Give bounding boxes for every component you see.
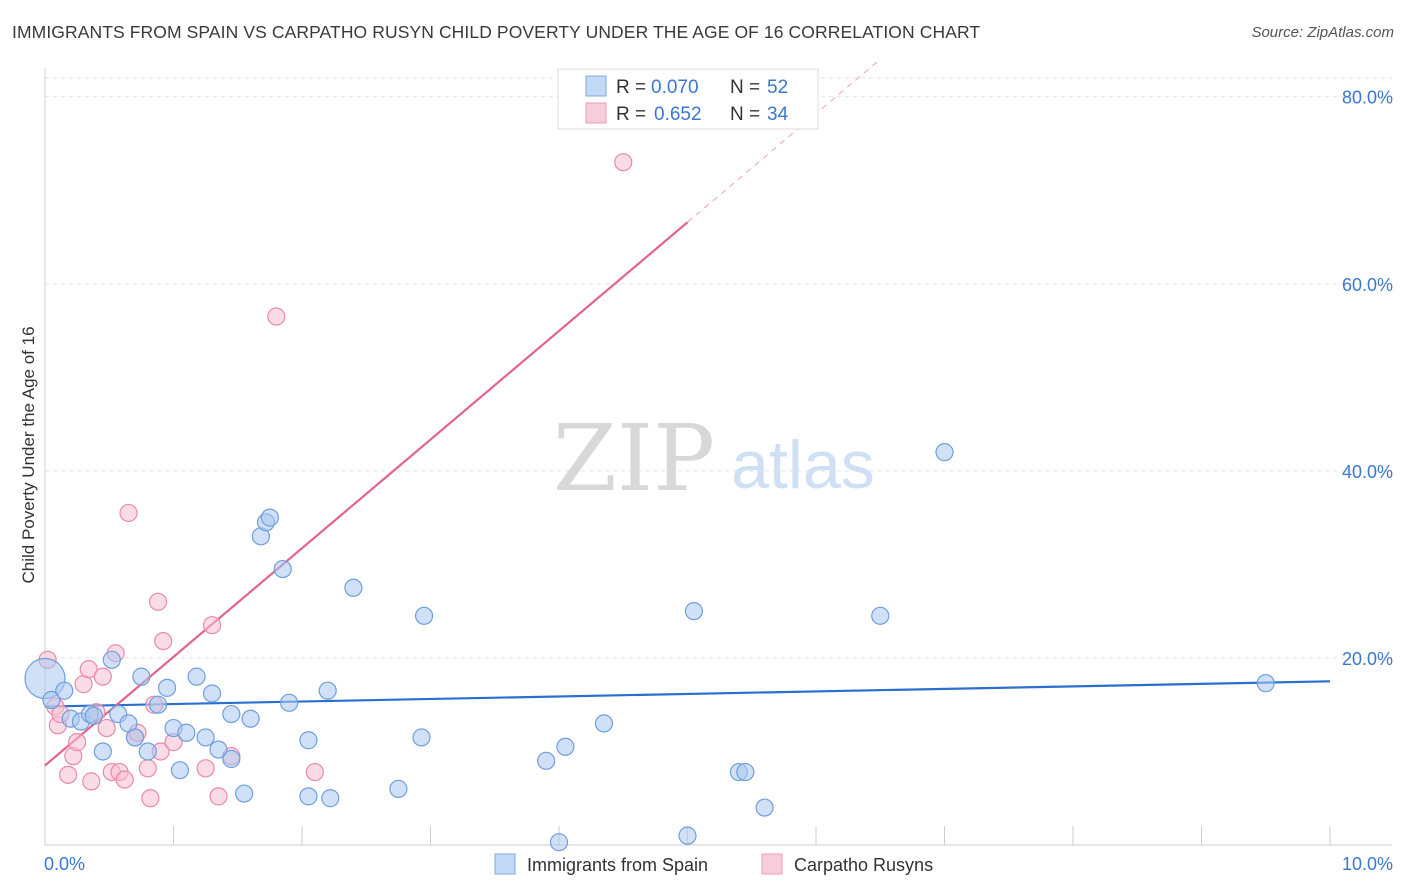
point-rusyn: [119, 503, 138, 523]
point-spain: [84, 706, 103, 726]
point-spain: [935, 443, 954, 462]
legend-label-rusyn: Carpatho Rusyns: [794, 855, 933, 875]
stats-r-value-rusyn: 0.652: [654, 104, 702, 125]
point-spain: [299, 731, 318, 750]
chart-title: IMMIGRANTS FROM SPAIN VS CARPATHO RUSYN …: [12, 22, 981, 42]
stats-swatch-spain: [585, 75, 607, 97]
point-spain: [318, 681, 337, 700]
point-rusyn: [93, 667, 112, 686]
point-spain: [684, 602, 704, 621]
trend-line-spain: [44, 680, 1331, 708]
point-spain: [235, 784, 254, 803]
point-spain: [1256, 674, 1275, 693]
point-rusyn: [82, 772, 101, 791]
y-tick-label: 60.0%: [1342, 275, 1393, 295]
point-spain: [55, 681, 74, 700]
point-rusyn: [68, 733, 87, 752]
point-rusyn: [196, 759, 215, 778]
trend-line-rusyn: [44, 221, 689, 767]
point-rusyn: [115, 770, 134, 789]
point-rusyn: [202, 616, 222, 635]
stats-n-label-rusyn: N =: [730, 104, 760, 125]
point-spain: [209, 740, 228, 759]
y-tick-label: 20.0%: [1342, 649, 1393, 669]
axes: [44, 68, 1392, 846]
point-spain: [148, 695, 168, 714]
point-spain: [222, 704, 241, 724]
series-legend: Immigrants from Spain Carpatho Rusyns: [494, 853, 933, 875]
legend-swatch-rusyn: [761, 853, 783, 875]
point-spain: [556, 737, 575, 756]
stats-legend: R = 0.070 N = 52 R = 0.652 N = 34: [557, 68, 819, 130]
point-rusyn: [138, 759, 157, 778]
x-tick-label: 10.0%: [1342, 854, 1393, 874]
point-spain: [321, 789, 340, 808]
y-axis-label: Child Poverty Under the Age of 16: [19, 326, 38, 583]
point-spain: [138, 742, 157, 761]
point-spain: [594, 714, 614, 733]
point-spain: [273, 559, 292, 579]
point-spain: [170, 761, 190, 780]
point-spain: [414, 606, 434, 625]
point-rusyn: [148, 592, 168, 611]
point-spain: [102, 650, 121, 669]
watermark-zip: ZIP: [553, 405, 715, 512]
point-spain: [678, 826, 697, 845]
point-spain: [871, 606, 890, 625]
stats-r-label-spain: R =: [616, 77, 646, 98]
point-spain: [241, 709, 260, 728]
point-rusyn: [97, 718, 116, 738]
stats-n-label-spain: N =: [730, 77, 760, 98]
point-spain: [93, 742, 112, 761]
point-spain: [549, 833, 569, 852]
point-spain: [537, 751, 556, 770]
point-rusyn: [59, 765, 78, 784]
point-spain: [736, 762, 755, 782]
legend-swatch-spain: [494, 853, 516, 875]
point-spain: [389, 779, 408, 798]
point-spain: [157, 678, 177, 697]
trend-line-rusyn-extension: [687, 58, 881, 223]
point-spain: [187, 667, 206, 686]
data-points: [24, 153, 1275, 852]
stats-r-label-rusyn: R =: [616, 104, 646, 125]
point-spain: [202, 684, 222, 703]
legend-label-spain: Immigrants from Spain: [527, 855, 708, 875]
source-label: Source: ZipAtlas.com: [1251, 24, 1394, 41]
x-tick-label: 0.0%: [44, 854, 85, 874]
point-spain: [222, 749, 241, 769]
y-tick-label: 40.0%: [1342, 462, 1393, 482]
watermark: ZIP atlas: [553, 405, 875, 512]
stats-r-value-spain: 0.070: [651, 77, 699, 98]
point-spain: [412, 728, 431, 747]
point-spain: [280, 693, 299, 712]
point-rusyn: [141, 789, 160, 808]
point-spain: [42, 690, 61, 710]
stats-n-value-spain: 52: [767, 77, 788, 98]
point-rusyn: [614, 153, 633, 172]
tick-labels: 20.0% 40.0% 60.0% 80.0% 0.0% 10.0%: [44, 88, 1393, 874]
point-spain: [260, 508, 279, 527]
stats-swatch-rusyn: [585, 102, 607, 124]
point-rusyn: [154, 631, 173, 651]
trend-lines: [44, 58, 1331, 767]
watermark-atlas: atlas: [731, 427, 875, 503]
point-spain: [344, 578, 363, 597]
point-rusyn: [305, 762, 324, 782]
point-spain: [177, 723, 196, 742]
point-spain: [299, 787, 318, 806]
point-rusyn: [79, 660, 98, 679]
y-tick-label: 80.0%: [1342, 88, 1393, 108]
point-spain: [755, 798, 774, 817]
point-spain: [196, 728, 215, 747]
point-rusyn: [267, 307, 286, 326]
stats-n-value-rusyn: 34: [767, 104, 789, 125]
point-spain: [125, 728, 145, 747]
point-rusyn: [209, 787, 228, 806]
point-spain: [132, 667, 151, 686]
grid-lines: [45, 77, 1392, 659]
